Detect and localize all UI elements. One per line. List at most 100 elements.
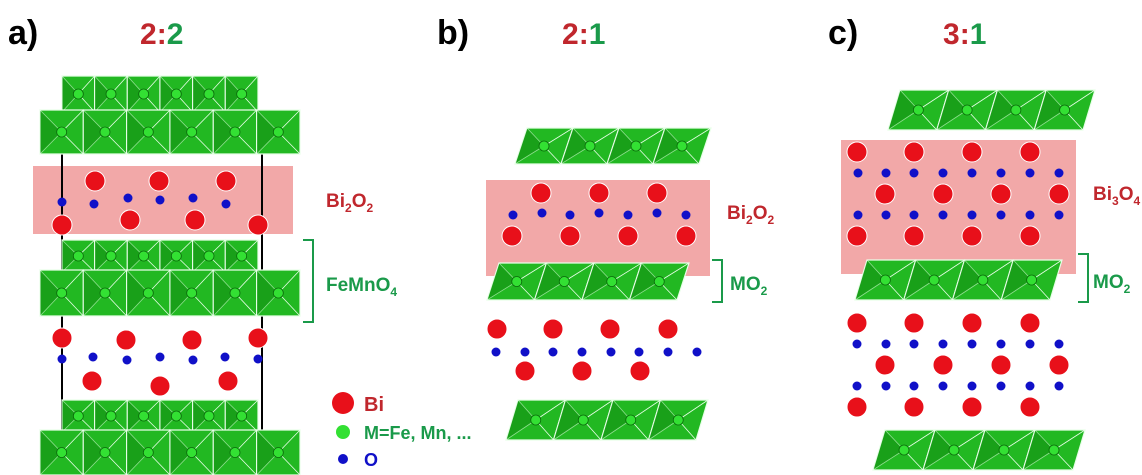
- octahedron-facet: [159, 74, 177, 114]
- o-atom: [155, 352, 165, 362]
- o-atom: [909, 168, 919, 178]
- octahedron-facet: [82, 429, 106, 475]
- bi-atom: [115, 329, 137, 351]
- panel-letter: b): [437, 14, 469, 52]
- ratio-sep: :: [157, 18, 167, 51]
- m-atom: [99, 287, 111, 299]
- m-atom: [977, 274, 989, 286]
- m-atom: [229, 287, 241, 299]
- bi-atom: [846, 312, 868, 334]
- m-atom: [606, 276, 618, 287]
- o-atom: [623, 210, 633, 220]
- layer-label-bi3o4: Bi3O4: [1093, 184, 1140, 208]
- atom-group: [51, 327, 269, 397]
- octahedra-layer: [505, 399, 709, 441]
- m-atom: [72, 250, 84, 262]
- o-atom: [548, 347, 558, 357]
- layer-bracket: [303, 239, 314, 323]
- ratio-sep: :: [960, 18, 970, 51]
- bi-atom: [81, 370, 103, 392]
- octahedron-edge: [589, 127, 620, 147]
- m-atom: [229, 447, 241, 458]
- octahedron-facet: [212, 429, 236, 475]
- atom-group: [501, 182, 697, 247]
- octahedron-edge: [535, 399, 566, 421]
- m-atom: [99, 126, 111, 138]
- octahedron-facet: [94, 239, 112, 273]
- layer-label-mo2: MO2: [730, 274, 768, 298]
- o-atom: [491, 347, 501, 357]
- octahedra-layer: [486, 262, 690, 301]
- octahedra-layer: [872, 429, 1086, 471]
- o-atom: [681, 210, 691, 220]
- octahedron-facet: [854, 259, 886, 301]
- bi-atom: [846, 396, 868, 418]
- m-atom: [630, 140, 642, 152]
- octahedron-facet: [212, 268, 236, 318]
- m-atom: [272, 126, 284, 138]
- m-atom: [186, 126, 198, 138]
- octahedron-edge: [564, 262, 595, 282]
- o-atom: [652, 208, 662, 218]
- o-atom: [996, 210, 1006, 220]
- octahedron-facet: [533, 262, 565, 301]
- o-atom: [565, 210, 575, 220]
- octahedron-facet: [224, 239, 243, 273]
- octahedron-facet: [94, 74, 112, 114]
- octahedron-facet: [82, 109, 106, 155]
- octahedron-facet: [606, 127, 637, 165]
- o-atom: [1025, 168, 1035, 178]
- layer-label-bi2o2: Bi2O2: [326, 191, 373, 215]
- octahedron-facet: [256, 429, 279, 475]
- o-atom: [1054, 339, 1064, 349]
- m-atom: [672, 414, 684, 426]
- bi-atom: [486, 318, 508, 340]
- octahedron-facet: [560, 127, 591, 165]
- octahedron-facet: [94, 399, 112, 433]
- octahedron-facet: [169, 109, 193, 155]
- o-atom: [1025, 339, 1035, 349]
- o-atom: [938, 210, 948, 220]
- octahedron-edge: [953, 429, 986, 451]
- o-atom: [967, 210, 977, 220]
- octahedron-facet: [514, 127, 545, 165]
- atom-group: [51, 170, 269, 236]
- octahedron-facet: [39, 109, 63, 155]
- octahedron-facet: [1033, 89, 1066, 131]
- m-atom: [170, 250, 182, 262]
- bi-atom: [903, 396, 925, 418]
- octahedron-facet: [600, 399, 632, 441]
- legend-label-bi: Bi: [364, 394, 384, 416]
- bi-atom: [1048, 183, 1070, 205]
- octahedron-edge: [516, 262, 547, 282]
- o-atom: [909, 210, 919, 220]
- o-atom-legend-icon: [338, 454, 348, 464]
- m-atom: [1026, 274, 1038, 286]
- octahedron-facet: [39, 429, 63, 475]
- m-atom: [236, 88, 248, 100]
- ratio-right: 1: [970, 18, 987, 51]
- o-atom: [881, 381, 891, 391]
- o-atom: [634, 347, 644, 357]
- bi-atom: [961, 225, 983, 247]
- o-atom: [967, 339, 977, 349]
- m-atom: [625, 414, 637, 426]
- o-atom: [57, 197, 67, 207]
- o-atom: [606, 347, 616, 357]
- m-atom: [1059, 104, 1071, 116]
- o-atom: [881, 210, 891, 220]
- bi-atom: [571, 360, 593, 382]
- m-atom: [1048, 444, 1060, 456]
- bi-atom: [617, 225, 639, 247]
- octahedra-layer: [61, 399, 259, 433]
- m-atom: [56, 126, 68, 138]
- bi-atom: [932, 183, 954, 205]
- octahedron-edge: [611, 262, 642, 282]
- bi-atom: [932, 354, 954, 376]
- octahedron-edge: [678, 399, 709, 421]
- bi-atom: [657, 318, 679, 340]
- m-atom: [898, 444, 910, 456]
- octahedron-facet: [951, 259, 984, 301]
- ratio-sep: :: [579, 18, 589, 51]
- bi-atom: [1048, 354, 1070, 376]
